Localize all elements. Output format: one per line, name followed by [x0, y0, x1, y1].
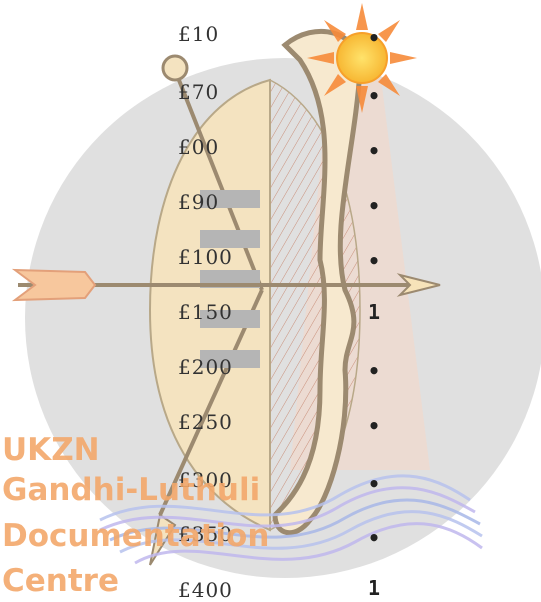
price-label: £250 — [178, 410, 233, 434]
row-mark: • — [367, 84, 381, 108]
price-label: £70 — [178, 80, 220, 104]
row-mark: • — [367, 414, 381, 438]
watermark-line: Centre — [2, 563, 119, 599]
row-mark: • — [367, 472, 381, 496]
row-mark: • — [367, 249, 381, 273]
price-label: £350 — [178, 522, 233, 546]
price-label: £90 — [178, 190, 220, 214]
watermark-line: Gandhi-Luthuli — [2, 472, 261, 508]
row-mark: • — [367, 359, 381, 383]
watermark-line: Documentation — [2, 518, 270, 554]
price-label: £400 — [178, 578, 233, 602]
price-label: £10 — [178, 22, 220, 46]
row-mark: • — [367, 26, 381, 50]
spear-shaft — [173, 69, 264, 291]
sun — [307, 3, 417, 113]
price-label: £200 — [178, 355, 233, 379]
watermark-line: UKZN — [2, 432, 100, 468]
row-mark: 1 — [367, 576, 381, 600]
price-label: £100 — [178, 245, 233, 269]
row-mark: • — [367, 526, 381, 550]
arrow-fletching — [11, 268, 97, 302]
price-label: £150 — [178, 300, 233, 324]
waves — [99, 474, 483, 565]
row-mark: • — [367, 139, 381, 163]
row-mark: • — [367, 194, 381, 218]
spear-knob — [161, 54, 189, 82]
price-label: £300 — [178, 468, 233, 492]
row-mark: 1 — [367, 300, 381, 324]
price-label: £00 — [178, 135, 220, 159]
arrow-head — [396, 273, 441, 297]
